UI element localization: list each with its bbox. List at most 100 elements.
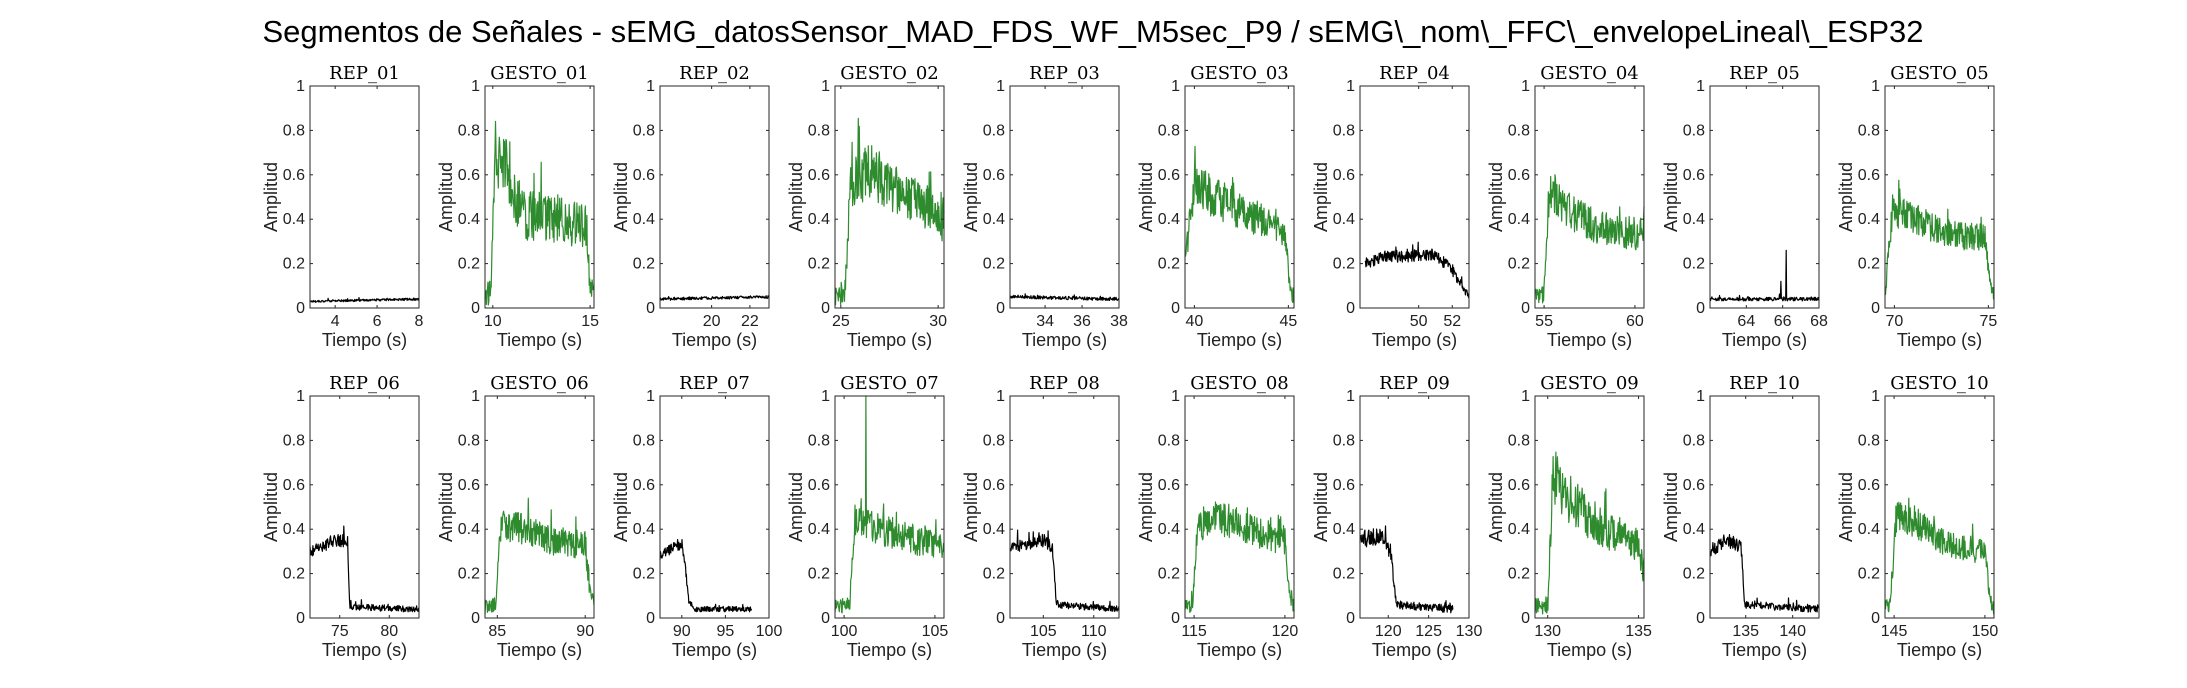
y-axis-label: Amplitud bbox=[1311, 472, 1331, 542]
axes-frame bbox=[484, 395, 595, 619]
axes-frame bbox=[1359, 395, 1470, 619]
y-axis-label: Amplitud bbox=[261, 472, 281, 542]
y-tick-label: 0.4 bbox=[283, 521, 305, 538]
y-tick-label: 0.6 bbox=[633, 477, 655, 494]
y-tick-label: 0.4 bbox=[633, 521, 655, 538]
signal-line bbox=[309, 297, 420, 303]
y-tick-label: 0.2 bbox=[1333, 566, 1355, 583]
y-axis-label: Amplitud bbox=[261, 162, 281, 232]
signal-line bbox=[1359, 525, 1454, 614]
y-axis-label: Amplitud bbox=[1661, 472, 1681, 542]
y-tick-label: 0 bbox=[296, 610, 305, 627]
y-tick-label: 0.8 bbox=[458, 432, 480, 449]
axes-frame bbox=[1709, 395, 1820, 619]
panel-title: GESTO_06 bbox=[490, 373, 589, 394]
y-tick-label: 0.4 bbox=[1683, 211, 1705, 228]
y-tick-label: 0.4 bbox=[458, 211, 480, 228]
signal-line bbox=[834, 395, 945, 614]
y-tick-label: 0.2 bbox=[458, 256, 480, 273]
y-tick-label: 0.2 bbox=[1858, 566, 1880, 583]
y-tick-label: 0.6 bbox=[1858, 477, 1880, 494]
panel-title: GESTO_10 bbox=[1890, 373, 1989, 394]
y-tick-label: 0.2 bbox=[983, 566, 1005, 583]
panel-title: REP_07 bbox=[679, 373, 750, 394]
x-tick-label: 90 bbox=[673, 623, 691, 640]
y-tick-label: 1 bbox=[1696, 388, 1705, 405]
y-tick-label: 0.4 bbox=[1158, 211, 1180, 228]
axes-frame bbox=[834, 85, 945, 309]
y-tick-label: 1 bbox=[1871, 388, 1880, 405]
figure-title: Segmentos de Señales - sEMG_datosSensor_… bbox=[262, 14, 1923, 49]
axes-frame bbox=[1884, 85, 1995, 309]
y-tick-label: 1 bbox=[296, 388, 305, 405]
signal-line bbox=[1884, 497, 1995, 616]
y-tick-label: 0.2 bbox=[283, 256, 305, 273]
signal-line bbox=[1534, 451, 1645, 615]
x-axis-label: Tiempo (s) bbox=[497, 330, 582, 350]
x-tick-label: 40 bbox=[1185, 313, 1203, 330]
axes-frame bbox=[659, 395, 770, 619]
y-tick-label: 1 bbox=[471, 388, 480, 405]
signal-line bbox=[1709, 249, 1820, 302]
x-axis-label: Tiempo (s) bbox=[322, 640, 407, 660]
signal-line bbox=[484, 120, 595, 306]
y-tick-label: 0.4 bbox=[983, 521, 1005, 538]
signal-line bbox=[1884, 179, 1995, 300]
x-tick-label: 30 bbox=[929, 313, 947, 330]
y-tick-label: 0 bbox=[471, 610, 480, 627]
panel-title: REP_09 bbox=[1379, 373, 1450, 394]
x-axis-label: Tiempo (s) bbox=[1197, 330, 1282, 350]
x-tick-label: 140 bbox=[1779, 623, 1806, 640]
x-axis-label: Tiempo (s) bbox=[1722, 330, 1807, 350]
axes-frame bbox=[1884, 395, 1995, 619]
y-tick-label: 0 bbox=[646, 610, 655, 627]
signal-line bbox=[1184, 501, 1295, 614]
y-tick-label: 1 bbox=[1171, 388, 1180, 405]
axes-frame bbox=[1534, 85, 1645, 309]
y-tick-label: 0.4 bbox=[1508, 521, 1530, 538]
panel-title: GESTO_02 bbox=[840, 63, 939, 84]
y-axis-label: Amplitud bbox=[1311, 162, 1331, 232]
axes-frame bbox=[1184, 395, 1295, 619]
y-tick-label: 0.6 bbox=[283, 477, 305, 494]
y-tick-label: 0.4 bbox=[1683, 521, 1705, 538]
x-axis-label: Tiempo (s) bbox=[1547, 330, 1632, 350]
y-tick-label: 0.6 bbox=[1333, 477, 1355, 494]
x-tick-label: 105 bbox=[922, 623, 949, 640]
x-tick-label: 50 bbox=[1410, 313, 1428, 330]
x-axis-label: Tiempo (s) bbox=[1022, 640, 1107, 660]
x-tick-label: 115 bbox=[1181, 623, 1207, 640]
x-axis-label: Tiempo (s) bbox=[847, 330, 932, 350]
y-tick-label: 1 bbox=[296, 78, 305, 95]
signal-line bbox=[484, 497, 595, 615]
y-tick-label: 0.2 bbox=[633, 566, 655, 583]
x-tick-label: 6 bbox=[373, 313, 382, 330]
panel-title: GESTO_07 bbox=[840, 373, 939, 394]
x-tick-label: 120 bbox=[1272, 623, 1299, 640]
y-tick-label: 0 bbox=[1696, 610, 1705, 627]
y-tick-label: 1 bbox=[646, 78, 655, 95]
x-axis-label: Tiempo (s) bbox=[1722, 640, 1807, 660]
y-tick-label: 0.2 bbox=[458, 566, 480, 583]
y-tick-label: 0.8 bbox=[808, 122, 830, 139]
y-tick-label: 0.4 bbox=[1333, 521, 1355, 538]
y-axis-label: Amplitud bbox=[786, 472, 806, 542]
x-axis-label: Tiempo (s) bbox=[1897, 330, 1982, 350]
y-tick-label: 0.6 bbox=[1508, 477, 1530, 494]
panel-title: REP_02 bbox=[679, 63, 750, 84]
y-tick-label: 0 bbox=[996, 610, 1005, 627]
y-tick-label: 0.4 bbox=[633, 211, 655, 228]
panel-title: REP_05 bbox=[1729, 63, 1800, 84]
y-tick-label: 0.2 bbox=[983, 256, 1005, 273]
y-tick-label: 0.6 bbox=[1333, 167, 1355, 184]
y-axis-label: Amplitud bbox=[1661, 162, 1681, 232]
y-tick-label: 1 bbox=[1696, 78, 1705, 95]
y-tick-label: 0 bbox=[1871, 610, 1880, 627]
y-tick-label: 1 bbox=[471, 78, 480, 95]
